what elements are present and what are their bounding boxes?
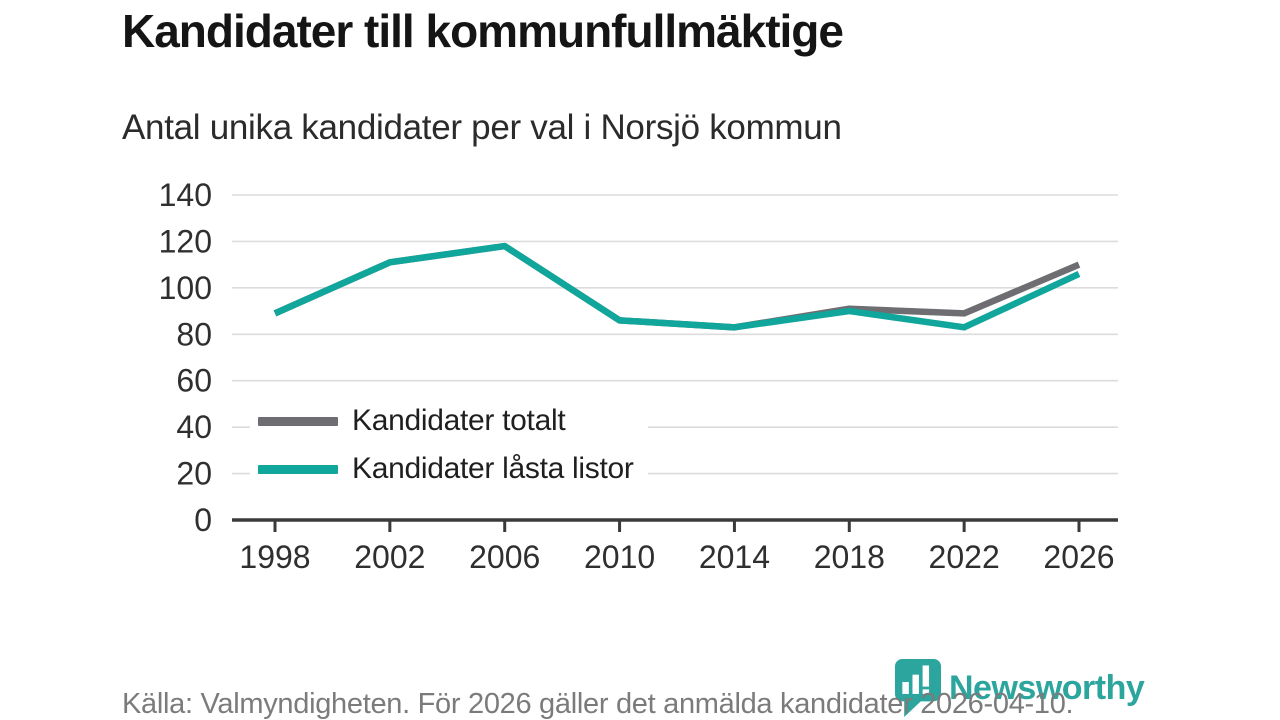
- y-axis-tick-label: 40: [176, 409, 212, 445]
- x-axis-tick-label: 2026: [1043, 539, 1114, 575]
- legend-item-totalt: Kandidater totalt: [258, 404, 634, 438]
- y-axis-tick-label: 100: [159, 270, 212, 306]
- chart-legend: Kandidater totalt Kandidater låsta listo…: [250, 398, 648, 494]
- newsworthy-logo[interactable]: Newsworthy: [895, 659, 1145, 717]
- chart-title: Kandidater till kommunfullmäktige: [122, 5, 844, 57]
- x-axis-tick-label: 2014: [699, 539, 770, 575]
- x-axis-tick-label: 2018: [814, 539, 885, 575]
- x-axis-tick-label: 2006: [469, 539, 540, 575]
- legend-swatch-totalt: [258, 416, 338, 426]
- x-axis-tick-label: 2010: [584, 539, 655, 575]
- legend-item-lasta-listor: Kandidater låsta listor: [258, 452, 634, 486]
- legend-label-totalt: Kandidater totalt: [352, 404, 566, 437]
- series-line-1: [273, 242, 1081, 331]
- legend-label-lasta-listor: Kandidater låsta listor: [352, 452, 634, 485]
- y-axis-tick-label: 140: [159, 177, 212, 213]
- x-axis-tick-label: 2002: [354, 539, 425, 575]
- y-axis-tick-label: 20: [176, 456, 212, 492]
- y-axis-tick-label: 0: [194, 502, 212, 538]
- chart-subtitle: Antal unika kandidater per val i Norsjö …: [122, 108, 842, 147]
- line-chart-canvas: 0 20 40 60 80 100 120 140 1998 2002 2006 2010 2014 20…: [159, 177, 1118, 575]
- y-axis-tick-label: 120: [159, 223, 212, 259]
- y-axis-tick-label: 60: [176, 363, 212, 399]
- y-axis-tick-label: 80: [176, 316, 212, 352]
- x-axis-tick-label: 2022: [929, 539, 1000, 575]
- legend-swatch-lasta-listor: [258, 464, 338, 474]
- newsworthy-logo-text: Newsworthy: [949, 668, 1145, 707]
- x-axis-tick-label: 1998: [239, 539, 310, 575]
- newsworthy-logo-icon: [895, 659, 941, 717]
